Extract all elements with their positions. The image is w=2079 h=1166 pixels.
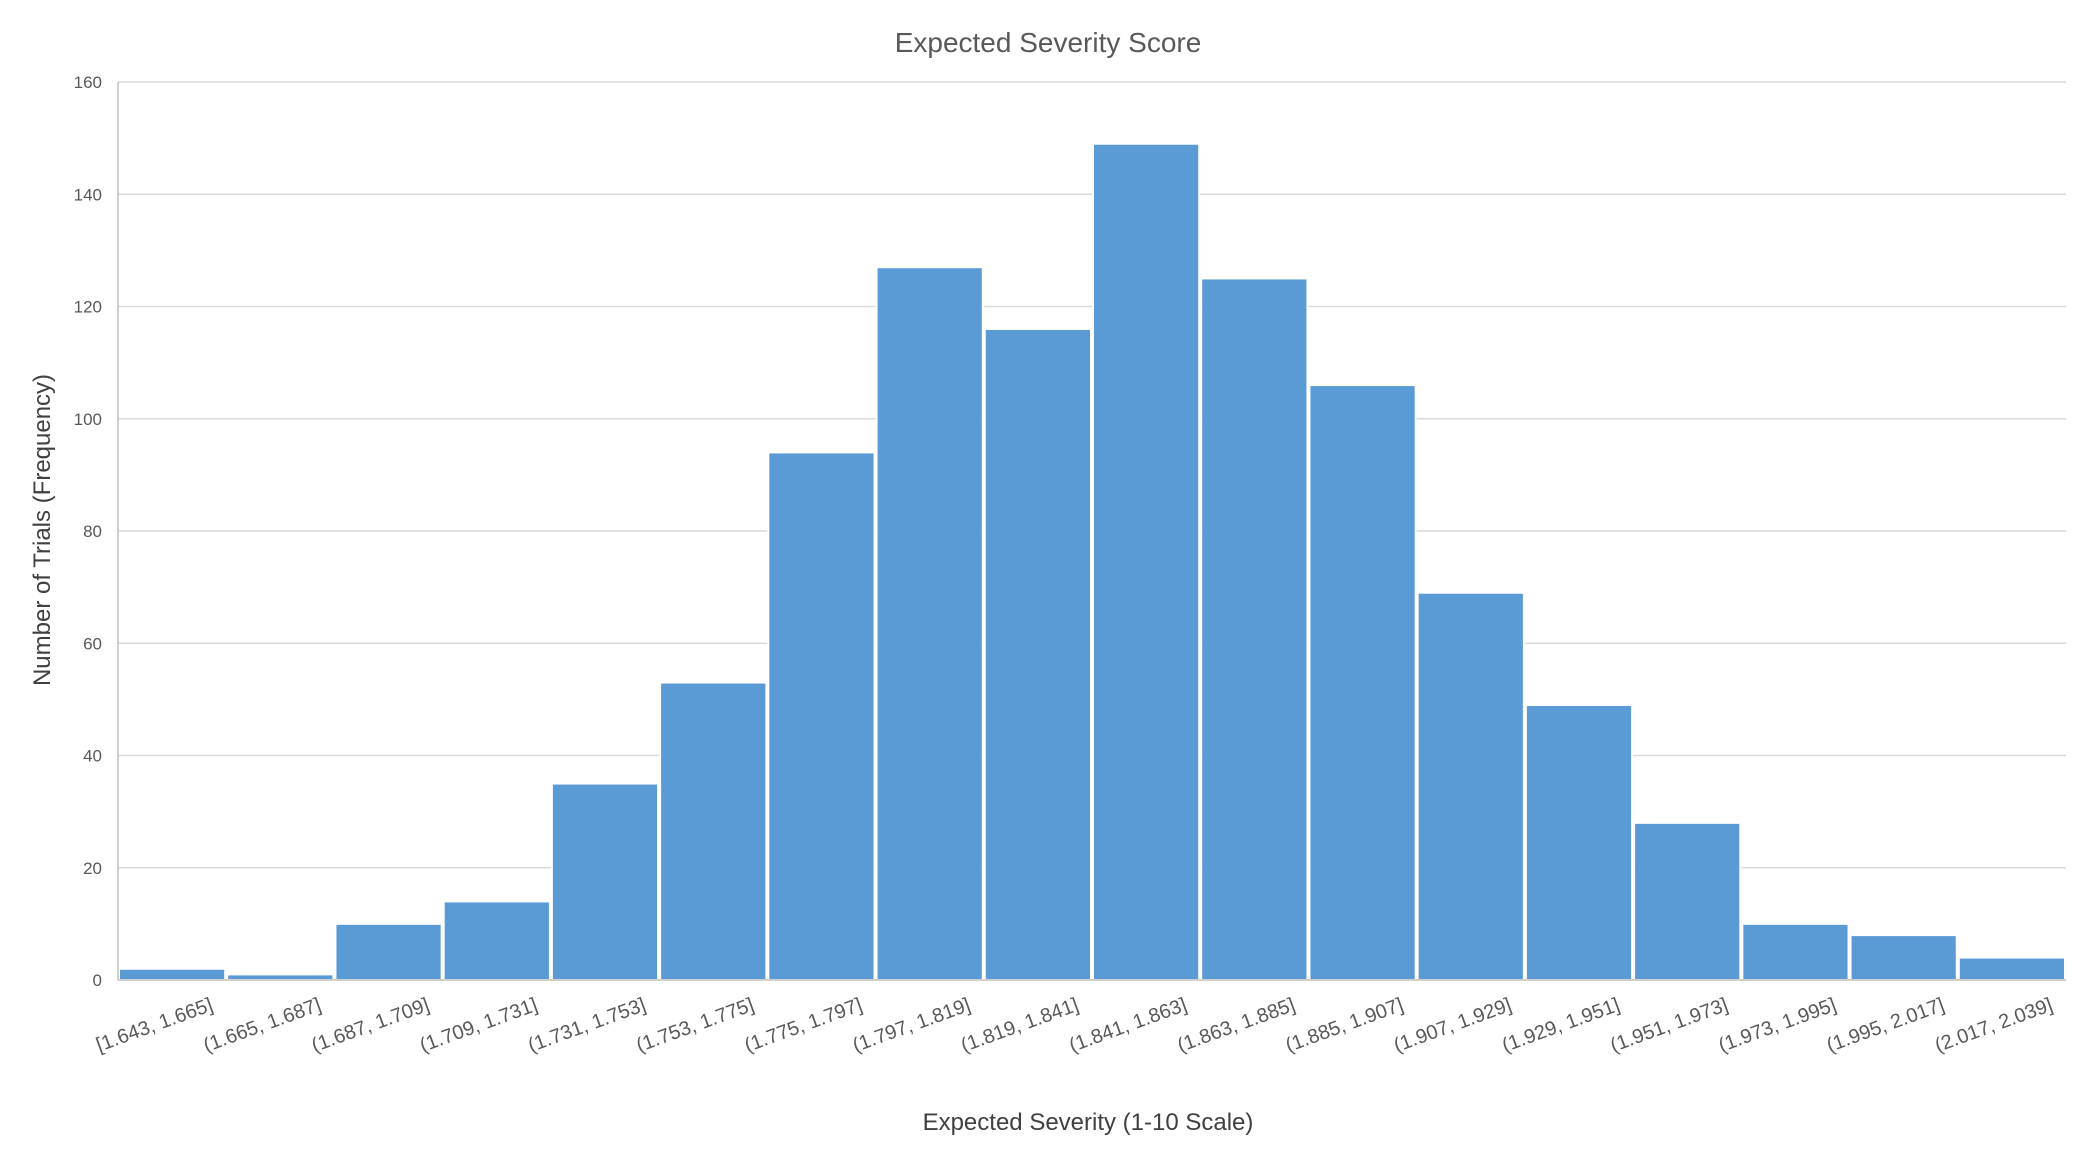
x-tick-label: (1.885, 1.907] [1283, 994, 1407, 1057]
y-tick-label: 140 [74, 185, 102, 204]
x-tick-label: (1.731, 1.753] [525, 994, 649, 1057]
x-axis-label: Expected Severity (1-10 Scale) [923, 1109, 1254, 1136]
x-tick-label: (1.797, 1.819] [850, 994, 974, 1057]
x-tick-label: (1.929, 1.951] [1499, 994, 1623, 1057]
axes [117, 82, 2066, 981]
histogram-bar [1092, 142, 1201, 982]
y-tick-label: 0 [93, 971, 102, 990]
bars [118, 142, 2067, 982]
x-tick-label: (1.665, 1.687] [201, 994, 325, 1057]
histogram-bar [334, 922, 443, 981]
y-tick-label: 80 [83, 522, 102, 541]
histogram-bar [1849, 934, 1958, 981]
x-tick-label: (1.709, 1.731] [417, 994, 541, 1057]
histogram-bar [767, 451, 876, 981]
x-tick-label: (1.687, 1.709] [309, 994, 433, 1057]
histogram-bar [1200, 277, 1309, 981]
histogram-bar [875, 266, 984, 981]
x-tick-label: (1.775, 1.797] [742, 994, 866, 1057]
y-tick-label: 120 [74, 298, 102, 317]
histogram-bar [1741, 922, 1850, 981]
y-tick-label: 60 [83, 634, 102, 653]
x-tick-label: (1.951, 1.973] [1607, 994, 1731, 1057]
y-tick-label: 40 [83, 747, 102, 766]
histogram-bar [226, 973, 335, 982]
x-tick-label: (1.841, 1.863] [1066, 994, 1190, 1057]
x-tick-label: [1.643, 1.665] [93, 994, 215, 1057]
x-tick-label: (2.017, 2.039] [1932, 994, 2056, 1057]
histogram-bar [1633, 821, 1742, 981]
y-tick-labels: 0 20 40 60 80 100 120 140 160 [74, 73, 102, 990]
y-tick-label: 160 [74, 73, 102, 92]
y-tick-label: 100 [74, 410, 102, 429]
histogram-bar [442, 900, 551, 981]
x-tick-labels: [1.643, 1.665](1.665, 1.687](1.687, 1.70… [93, 994, 2055, 1057]
histogram-bar [1308, 384, 1417, 981]
histogram-bar [1957, 956, 2067, 981]
x-tick-label: (1.863, 1.885] [1175, 994, 1299, 1057]
y-tick-label: 20 [83, 859, 102, 878]
histogram-bar [550, 782, 660, 981]
histogram-bar [118, 967, 227, 982]
x-tick-label: (1.907, 1.929] [1391, 994, 1515, 1057]
x-tick-label: (1.819, 1.841] [958, 994, 1082, 1057]
x-tick-label: (1.995, 2.017] [1824, 994, 1948, 1057]
histogram-bar [1524, 703, 1634, 981]
x-tick-label: (1.973, 1.995] [1716, 994, 1840, 1057]
chart-title: Expected Severity Score [895, 27, 1202, 58]
histogram-bar [659, 681, 768, 981]
y-axis-label: Number of Trials (Frequency) [29, 374, 56, 686]
histogram-bar [983, 327, 1092, 981]
x-tick-label: (1.753, 1.775] [633, 994, 757, 1057]
histogram-bar [1416, 591, 1525, 981]
